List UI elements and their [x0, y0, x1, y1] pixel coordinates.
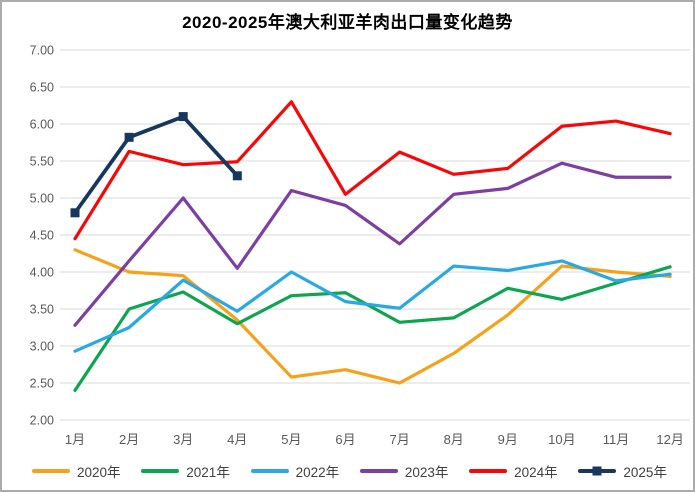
- y-axis-tick-label: 4.50: [30, 229, 54, 243]
- x-axis-tick-label: 6月: [335, 432, 355, 447]
- legend-line-swatch: [578, 466, 617, 476]
- x-axis-tick-label: 5月: [281, 432, 301, 447]
- x-axis-tick-label: 11月: [603, 432, 630, 447]
- x-axis-tick-label: 3月: [173, 432, 193, 447]
- legend-label: 2024年: [514, 465, 558, 480]
- y-axis-tick-label: 2.00: [30, 414, 54, 428]
- legend-line-swatch: [469, 469, 508, 473]
- legend-item-2022: 2022年: [250, 461, 340, 481]
- y-axis-tick-label: 6.00: [30, 118, 54, 132]
- chart-legend: 2020年 2021年 2022年 2023年 2024年 2025年: [2, 461, 693, 481]
- legend-label: 2023年: [404, 465, 449, 480]
- legend-item-2023: 2023年: [359, 461, 449, 481]
- x-axis-tick-label: 7月: [389, 432, 409, 447]
- legend-square-marker-icon: [592, 466, 602, 476]
- data-point-marker: [124, 132, 134, 142]
- x-axis-tick-label: 1月: [65, 432, 85, 447]
- series-line-2023: [73, 161, 672, 327]
- legend-label: 2020年: [77, 465, 121, 480]
- data-point-marker: [232, 171, 242, 181]
- legend-label: 2021年: [186, 465, 230, 480]
- gridlines: [60, 49, 690, 421]
- x-axis-tick-label: 12月: [656, 432, 683, 447]
- legend-line-swatch: [250, 469, 289, 473]
- legend-label: 2022年: [295, 465, 340, 480]
- y-axis-tick-label: 7.00: [30, 44, 54, 58]
- x-axis-tick-label: 8月: [444, 432, 464, 447]
- y-axis-tick-label: 3.00: [30, 340, 54, 354]
- series-line-2021: [73, 265, 672, 392]
- legend-line-swatch: [141, 469, 180, 473]
- y-axis-tick-label: 5.50: [30, 155, 54, 169]
- y-axis-tick-label: 3.50: [30, 303, 54, 317]
- x-axis-tick-label: 2月: [119, 432, 139, 447]
- x-axis-tick-label: 9月: [498, 432, 518, 447]
- legend-item-2024: 2024年: [469, 461, 558, 481]
- series-line-2020: [73, 248, 672, 385]
- data-point-marker: [178, 112, 188, 122]
- legend-item-2020: 2020年: [32, 461, 121, 481]
- y-axis-tick-label: 4.00: [30, 266, 54, 280]
- chart-title: 2020-2025年澳大利亚羊肉出口量变化趋势: [182, 13, 513, 32]
- y-axis-tick-label: 5.00: [30, 192, 54, 206]
- data-point-marker: [70, 208, 80, 218]
- legend-item-2025: 2025年: [578, 461, 667, 481]
- legend-label: 2025年: [623, 465, 667, 480]
- x-axis-tick-label: 4月: [227, 432, 247, 447]
- x-axis-tick-label: 10月: [548, 432, 575, 447]
- series-line-2025: [73, 114, 240, 215]
- y-axis-tick-label: 2.50: [30, 377, 54, 391]
- x-axis-tick-labels: 1月 2月 3月 4月 5月 6月 7月 8月 9月 10月 11月 12月: [65, 432, 684, 447]
- legend-item-2021: 2021年: [141, 461, 230, 481]
- y-axis-tick-label: 6.50: [30, 81, 54, 95]
- y-axis-tick-labels: 2.00 2.50 3.00 3.50 4.00 4.50 5.00 5.50 6.00 6.50…: [30, 44, 54, 428]
- series-line-2022: [73, 259, 672, 353]
- legend-line-swatch: [359, 469, 398, 473]
- legend-line-swatch: [32, 469, 70, 473]
- series-line-2024: [73, 100, 672, 241]
